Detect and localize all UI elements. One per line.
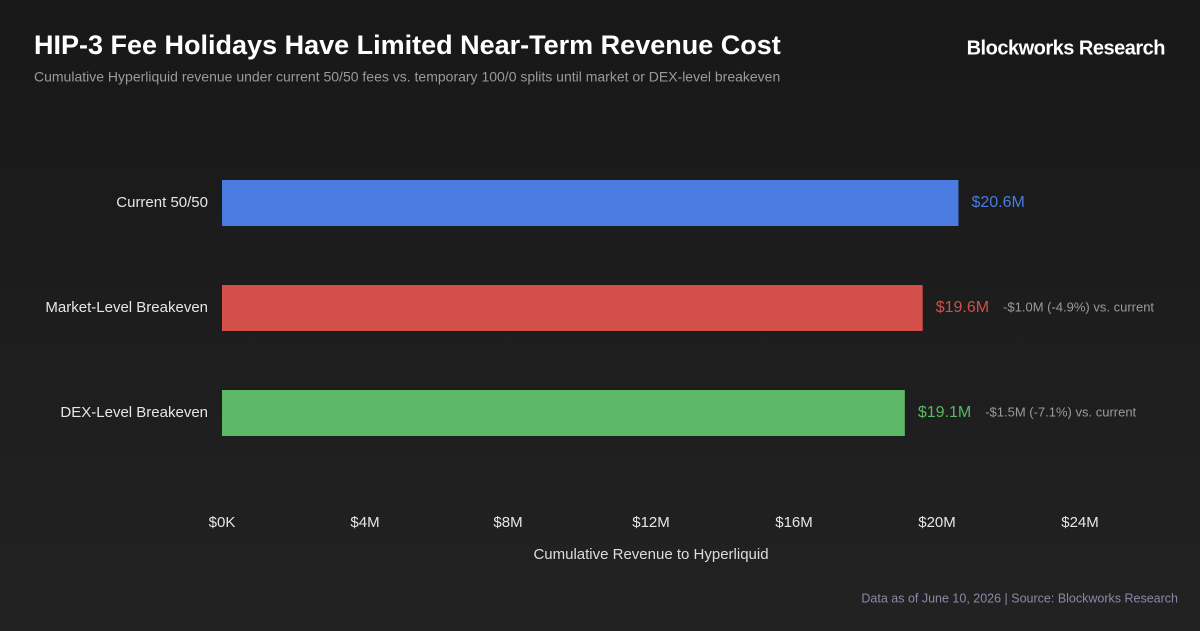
x-tick-label: $12M [632, 514, 670, 531]
chart-title: HIP-3 Fee Holidays Have Limited Near-Ter… [34, 30, 781, 60]
y-tick-label: Current 50/50 [116, 194, 208, 211]
bar [222, 180, 959, 226]
x-axis-label: Cumulative Revenue to Hyperliquid [533, 546, 768, 563]
chart-subtitle: Cumulative Hyperliquid revenue under cur… [34, 69, 780, 85]
value-label: $20.6M [971, 194, 1024, 211]
value-label: $19.6M [936, 299, 989, 316]
x-tick-label: $4M [350, 514, 379, 531]
x-tick-label: $16M [775, 514, 813, 531]
x-tick-label: $8M [493, 514, 522, 531]
annotation: -$1.5M (-7.1%) vs. current [985, 404, 1136, 419]
x-tick-label: $24M [1061, 514, 1099, 531]
y-tick-label: DEX-Level Breakeven [60, 404, 208, 421]
annotation: -$1.0M (-4.9%) vs. current [1003, 299, 1154, 314]
x-tick-label: $0K [209, 514, 236, 531]
bar [222, 285, 923, 331]
footer: Data as of June 10, 2026 | Source: Block… [861, 591, 1178, 605]
y-tick-label: Market-Level Breakeven [45, 299, 208, 316]
brand: Blockworks Research [967, 37, 1165, 59]
value-label: $19.1M [918, 404, 971, 421]
x-tick-label: $20M [918, 514, 956, 531]
bar [222, 390, 905, 436]
